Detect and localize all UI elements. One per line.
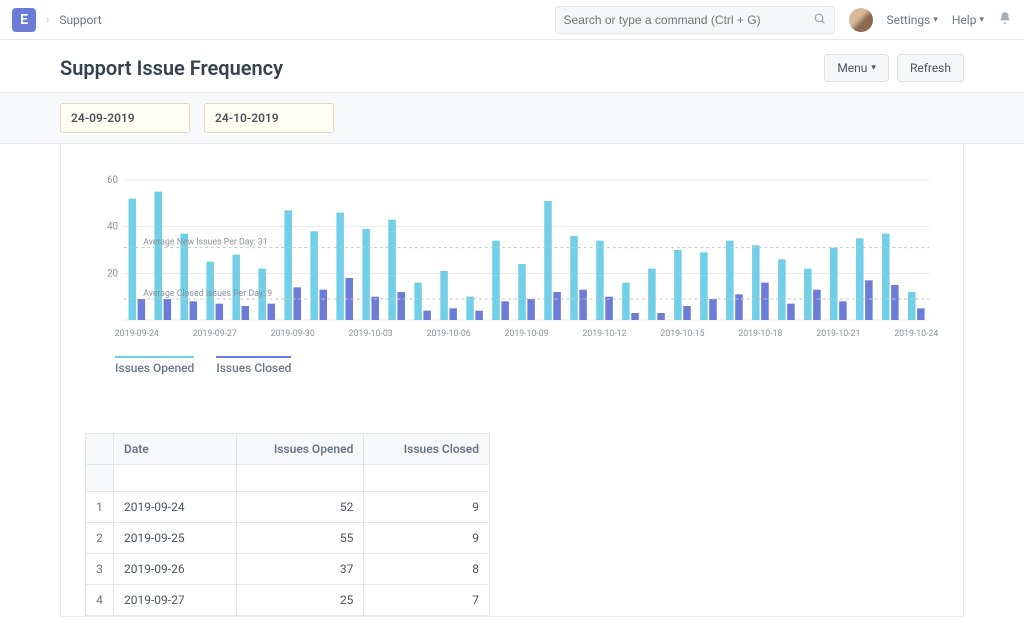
svg-text:2019-09-24: 2019-09-24: [115, 329, 159, 339]
cell-index: 1: [86, 492, 114, 523]
filter-closed-input[interactable]: [370, 469, 483, 487]
app-logo[interactable]: E: [12, 8, 36, 32]
cell-date: 2019-09-26: [114, 554, 237, 585]
cell-opened: 25: [237, 585, 364, 616]
notifications-icon[interactable]: [998, 11, 1012, 29]
menu-button[interactable]: Menu ▾: [824, 54, 889, 82]
cell-index: 4: [86, 585, 114, 616]
col-opened[interactable]: Issues Opened: [237, 434, 364, 465]
settings-label: Settings: [887, 13, 931, 27]
filter-opened-input[interactable]: [243, 469, 357, 487]
to-date-field[interactable]: 24-10-2019: [204, 103, 334, 133]
filter-date-input[interactable]: [120, 469, 230, 487]
from-date-field[interactable]: 24-09-2019: [60, 103, 190, 133]
refresh-button[interactable]: Refresh: [897, 54, 964, 82]
svg-text:40: 40: [107, 222, 118, 233]
cell-opened: 52: [237, 492, 364, 523]
search-icon: [813, 12, 826, 28]
table-row[interactable]: 32019-09-26378: [86, 554, 490, 585]
top-nav: E › Support Settings ▾ Help ▾: [0, 0, 1024, 40]
chevron-down-icon: ▾: [979, 15, 984, 25]
table-header-row: Date Issues Opened Issues Closed: [86, 434, 490, 465]
breadcrumb-separator-icon: ›: [46, 13, 49, 26]
page-title: Support Issue Frequency: [60, 56, 816, 80]
table-row[interactable]: 22019-09-25559: [86, 523, 490, 554]
help-label: Help: [952, 13, 977, 27]
col-closed[interactable]: Issues Closed: [364, 434, 490, 465]
filter-idx: [86, 465, 114, 492]
svg-text:2019-10-15: 2019-10-15: [660, 329, 704, 339]
cell-opened: 37: [237, 554, 364, 585]
report-panel: 20 40 60 Average New Issues Per Day: 31 Aver…: [60, 144, 964, 617]
svg-text:60: 60: [107, 175, 118, 186]
chevron-down-icon: ▾: [933, 15, 938, 25]
settings-menu[interactable]: Settings ▾: [887, 13, 938, 27]
cell-date: 2019-09-24: [114, 492, 237, 523]
data-table-container: Date Issues Opened Issues Closed 12019-0…: [61, 393, 963, 616]
cell-closed: 7: [364, 585, 490, 616]
table-row[interactable]: 12019-09-24529: [86, 492, 490, 523]
svg-text:2019-10-21: 2019-10-21: [816, 329, 860, 339]
breadcrumb-support[interactable]: Support: [59, 13, 101, 27]
cell-closed: 9: [364, 492, 490, 523]
cell-date: 2019-09-25: [114, 523, 237, 554]
menu-button-label: Menu: [837, 61, 867, 75]
svg-text:2019-10-12: 2019-10-12: [582, 329, 626, 339]
svg-text:Average New Issues Per Day: 31: Average New Issues Per Day: 31: [143, 238, 267, 248]
cell-index: 2: [86, 523, 114, 554]
chart-container: 20 40 60 Average New Issues Per Day: 31 Aver…: [61, 144, 963, 393]
cell-date: 2019-09-27: [114, 585, 237, 616]
cell-index: 3: [86, 554, 114, 585]
svg-text:2019-10-18: 2019-10-18: [738, 329, 782, 339]
col-index: [86, 434, 114, 465]
table-filter-row: [86, 465, 490, 492]
page-header: Support Issue Frequency Menu ▾ Refresh: [0, 40, 1024, 93]
svg-text:20: 20: [107, 268, 118, 279]
legend-issues-closed[interactable]: Issues Closed: [216, 356, 291, 375]
user-avatar[interactable]: [849, 8, 873, 32]
filter-bar: 24-09-2019 24-10-2019: [0, 93, 1024, 144]
data-table: Date Issues Opened Issues Closed 12019-0…: [85, 433, 490, 616]
cell-closed: 9: [364, 523, 490, 554]
col-date[interactable]: Date: [114, 434, 237, 465]
svg-text:2019-09-30: 2019-09-30: [271, 329, 315, 339]
svg-text:Average Closed Issues Per Day:: Average Closed Issues Per Day: 9: [143, 289, 272, 299]
svg-text:2019-10-09: 2019-10-09: [505, 329, 549, 339]
issues-bar-chart: 20 40 60 Average New Issues Per Day: 31 Aver…: [85, 174, 939, 344]
chevron-down-icon: ▾: [871, 63, 876, 73]
cell-closed: 8: [364, 554, 490, 585]
table-row[interactable]: 42019-09-27257: [86, 585, 490, 616]
global-search[interactable]: [555, 6, 835, 34]
svg-text:2019-09-27: 2019-09-27: [193, 329, 237, 339]
refresh-button-label: Refresh: [910, 61, 951, 75]
svg-text:2019-10-06: 2019-10-06: [427, 329, 471, 339]
legend-issues-opened[interactable]: Issues Opened: [115, 356, 194, 375]
help-menu[interactable]: Help ▾: [952, 13, 984, 27]
svg-text:2019-10-24: 2019-10-24: [894, 329, 938, 339]
chart-legend: Issues Opened Issues Closed: [85, 356, 939, 375]
svg-text:2019-10-03: 2019-10-03: [349, 329, 393, 339]
cell-opened: 55: [237, 523, 364, 554]
search-input[interactable]: [564, 13, 807, 27]
